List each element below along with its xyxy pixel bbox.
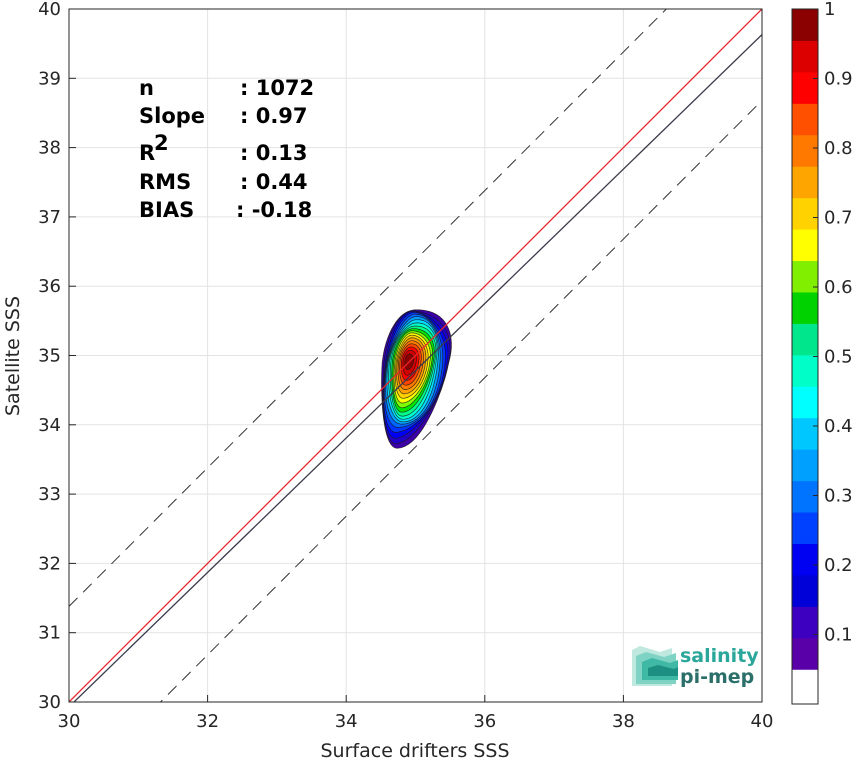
y-tick-label: 31 <box>38 623 61 644</box>
colorbar-tick-label: 0.5 <box>824 347 853 368</box>
colorbar-segment <box>792 166 818 199</box>
colorbar-tick-label: 0.4 <box>824 416 853 437</box>
stat-label: R <box>139 141 155 165</box>
y-tick-label: 39 <box>38 68 61 89</box>
y-axis-label: Satellite SSS <box>2 296 24 416</box>
y-tick-label: 40 <box>38 0 61 20</box>
stat-label: RMS <box>139 170 191 194</box>
colorbar-segment <box>792 260 818 293</box>
x-axis-label: Surface drifters SSS <box>321 740 510 762</box>
colorbar-segment <box>792 40 818 73</box>
identity-line <box>69 9 762 702</box>
colorbar-segment <box>792 197 818 230</box>
colorbar: 0.1 0.2 0.3 0.4 0.5 0.6 0.7 0.8 0.9 1 <box>791 0 853 705</box>
stat-value: : 0.44 <box>240 170 308 194</box>
logo-text-salinity: salinity <box>680 645 759 667</box>
colorbar-segment <box>792 417 818 450</box>
stat-label: Slope <box>139 104 205 128</box>
colorbar-tick-label: 0.9 <box>824 69 853 90</box>
salinity-pi-mep-logo: salinity pi-mep <box>632 645 759 688</box>
stat-label: BIAS <box>139 198 194 222</box>
colorbar-tick-label: 0.3 <box>824 486 853 507</box>
colorbar-tick-label: 0.6 <box>824 277 853 298</box>
y-tick-label: 38 <box>38 138 61 159</box>
x-tick-label: 38 <box>612 711 635 732</box>
upper-bound-line <box>69 9 668 607</box>
colorbar-segment <box>792 669 818 705</box>
colorbar-tick-label: 1 <box>824 0 835 20</box>
colorbar-segment <box>792 637 818 670</box>
x-tick-label: 40 <box>751 711 774 732</box>
colorbar-segment <box>792 574 818 607</box>
stat-value: : -0.18 <box>236 198 312 222</box>
regression-lines <box>69 9 762 702</box>
colorbar-segment <box>792 103 818 136</box>
colorbar-segment <box>792 354 818 387</box>
x-axis-ticks: 30 32 34 36 38 40 <box>58 695 774 732</box>
colorbar-segment <box>792 9 818 41</box>
fit-line <box>73 34 762 702</box>
lower-bound-line <box>159 100 762 702</box>
stat-value: : 0.97 <box>240 104 308 128</box>
x-tick-label: 32 <box>196 711 219 732</box>
colorbar-tick-label: 0.1 <box>824 625 853 646</box>
colorbar-segment <box>792 449 818 482</box>
colorbar-tick-label: 0.8 <box>824 138 853 159</box>
y-tick-label: 30 <box>38 692 61 713</box>
colorbar-segment <box>792 134 818 167</box>
colorbar-segment <box>792 606 818 639</box>
y-tick-label: 37 <box>38 207 61 228</box>
x-tick-label: 30 <box>58 711 81 732</box>
colorbar-tick-label: 0.2 <box>824 555 853 576</box>
y-tick-label: 34 <box>38 415 61 436</box>
stat-label: n <box>139 76 154 100</box>
colorbar-segment <box>792 480 818 513</box>
colorbar-segment <box>792 229 818 262</box>
y-tick-label: 35 <box>38 346 61 367</box>
stats-box: n : 1072 Slope : 0.97 R2 : 0.13 RMS : 0.44 BIAS:… <box>139 76 314 222</box>
stat-value: : 1072 <box>240 76 314 100</box>
colorbar-segment <box>792 291 818 324</box>
colorbar-tick-label: 0.7 <box>824 208 853 229</box>
stat-value: : 0.13 <box>240 141 308 165</box>
x-tick-label: 36 <box>473 711 496 732</box>
y-tick-label: 36 <box>38 276 61 297</box>
wave-icon <box>632 646 678 686</box>
colorbar-segment <box>792 71 818 104</box>
y-tick-label: 32 <box>38 553 61 574</box>
logo-text-pi-mep: pi-mep <box>680 666 754 688</box>
y-axis-ticks: 30 31 32 33 34 35 36 37 38 39 40 <box>38 0 76 713</box>
y-tick-label: 33 <box>38 484 61 505</box>
x-tick-label: 34 <box>335 711 358 732</box>
colorbar-segment <box>792 512 818 544</box>
stat-superscript: 2 <box>154 131 169 155</box>
colorbar-segment <box>792 543 818 576</box>
colorbar-segment <box>792 323 818 356</box>
colorbar-segment <box>792 386 818 419</box>
